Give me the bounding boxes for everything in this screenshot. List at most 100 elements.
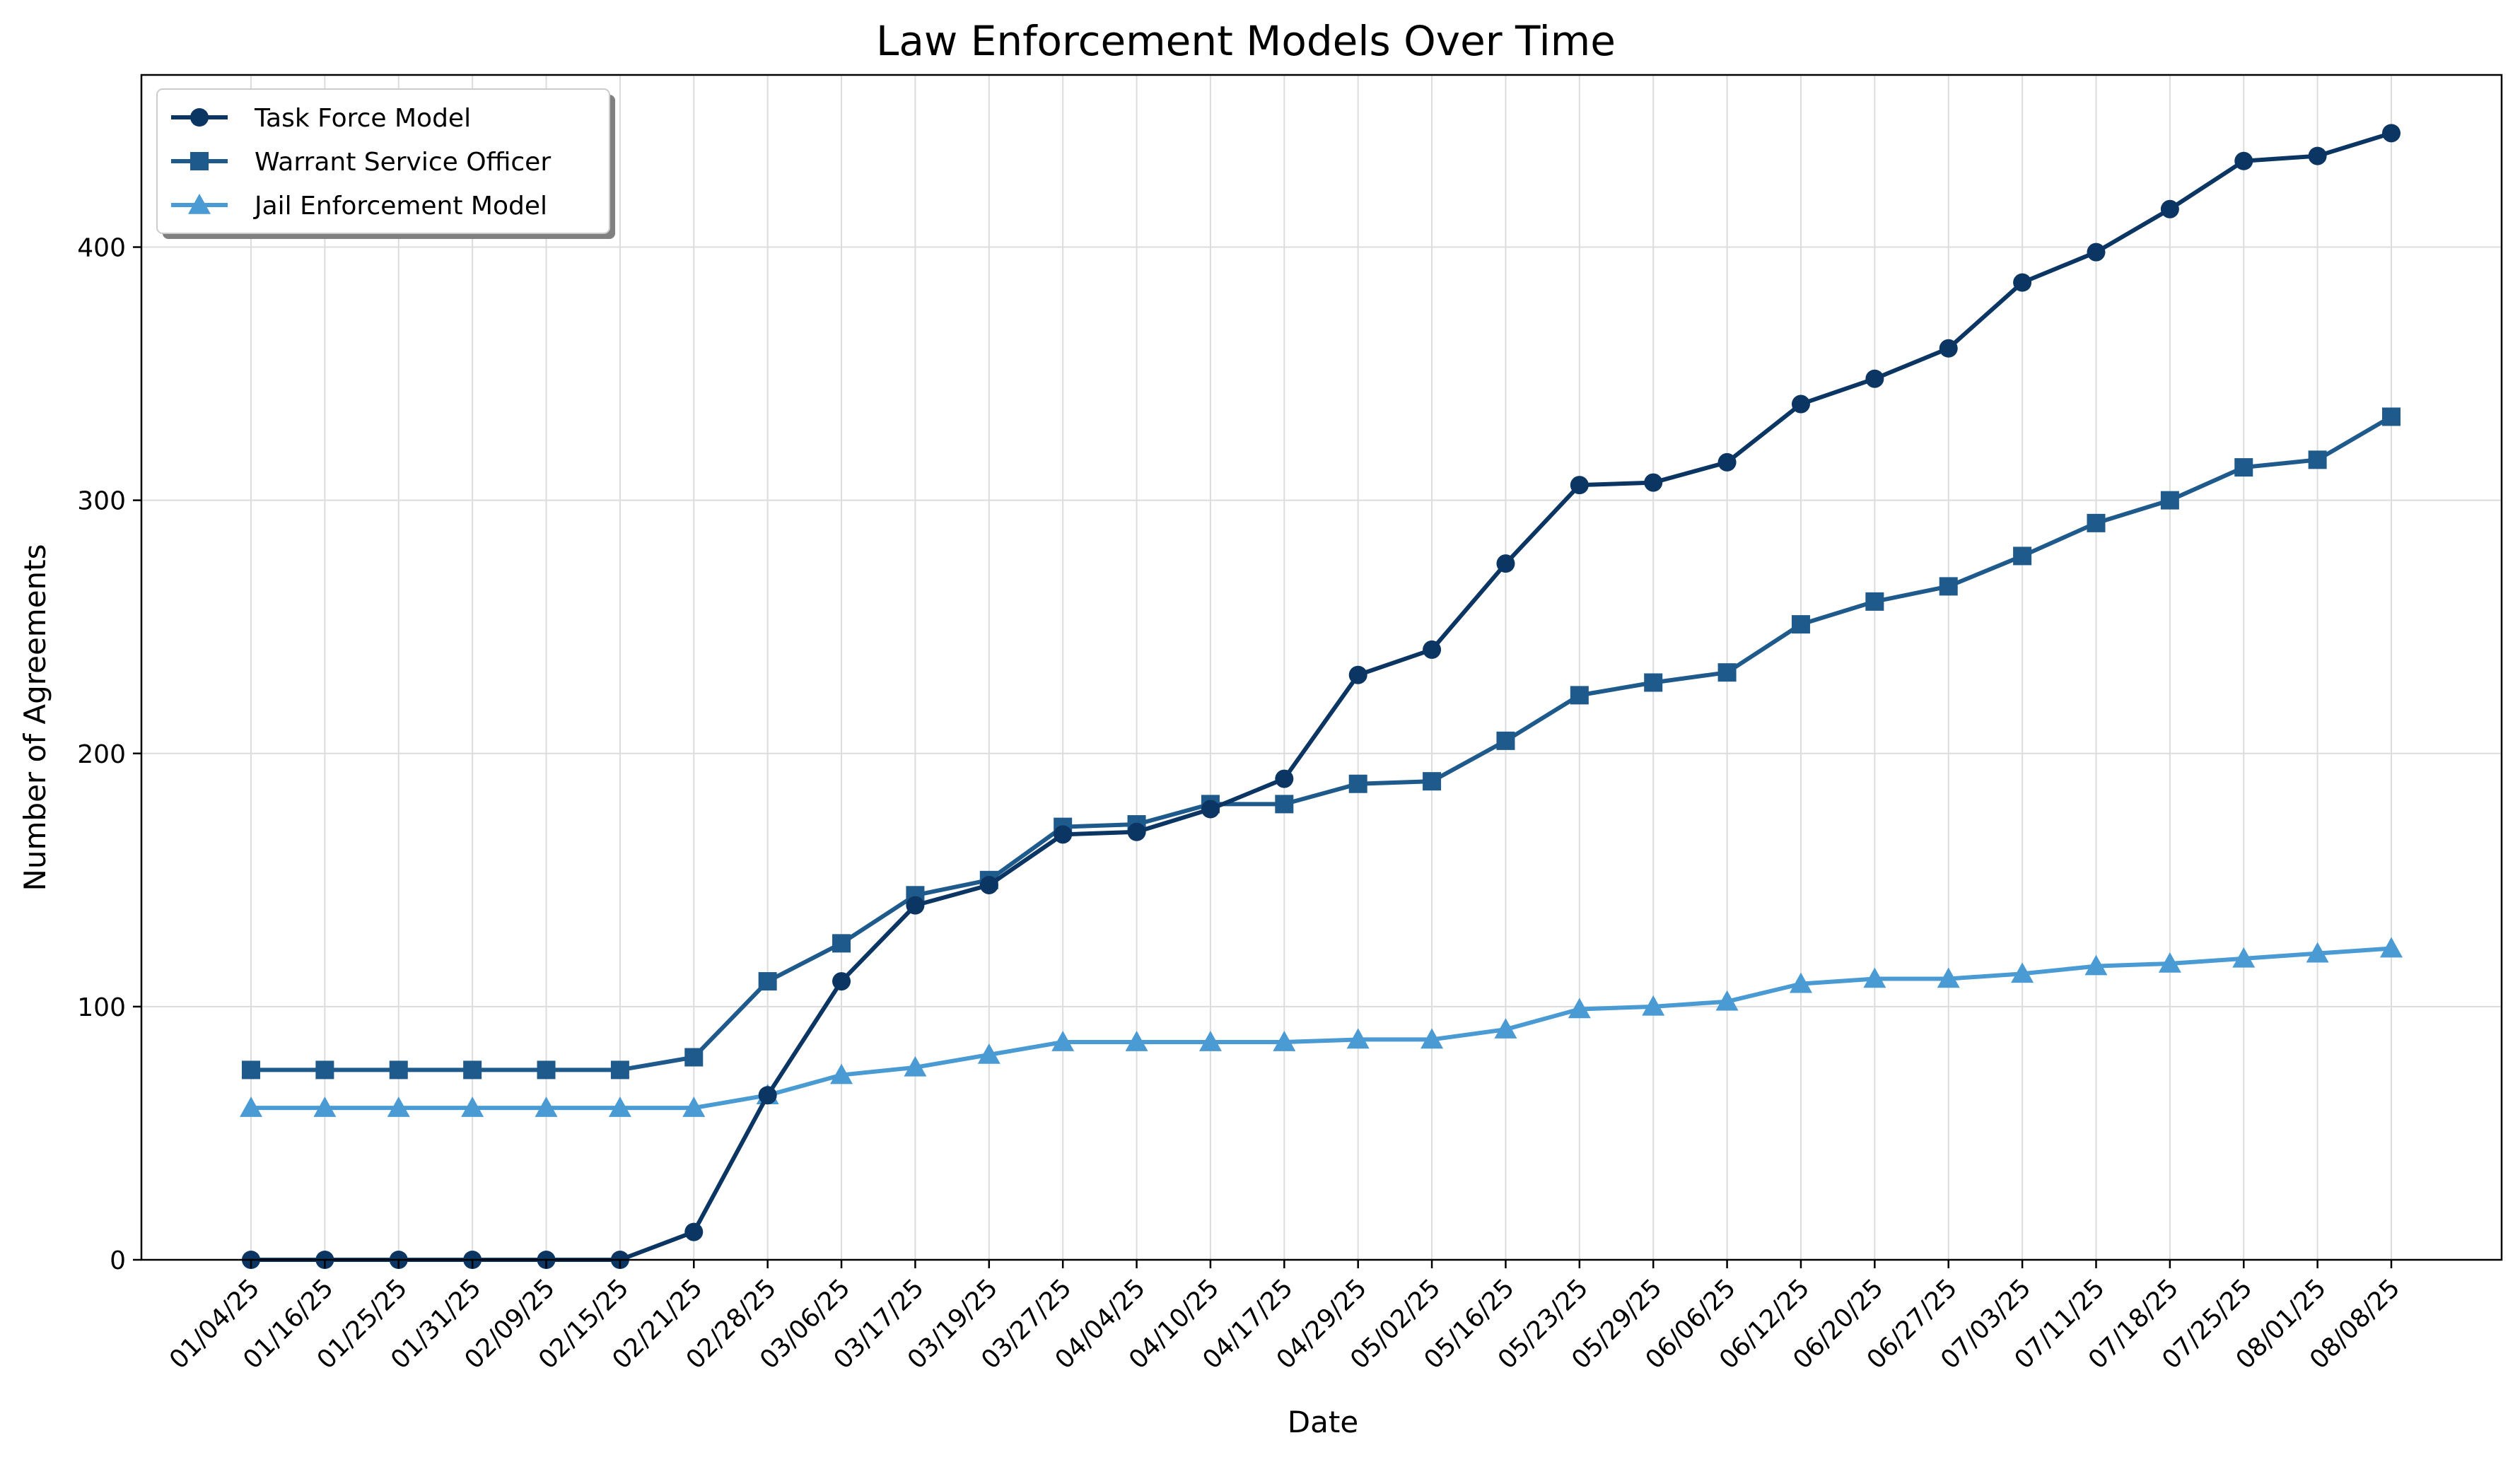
data-point xyxy=(2382,407,2401,426)
data-point xyxy=(684,1048,704,1067)
data-point xyxy=(1273,1031,1296,1051)
data-point xyxy=(1717,452,1737,472)
data-point xyxy=(1939,339,1958,358)
data-point xyxy=(1201,800,1220,819)
data-point xyxy=(832,972,851,991)
series-warrant-service-officer xyxy=(242,407,2401,1080)
series-task-force-model xyxy=(242,124,2401,1269)
y-axis-ticks: 0 100 200 300 400 xyxy=(77,234,141,1275)
data-point xyxy=(830,1063,853,1084)
data-point xyxy=(1937,967,1960,988)
data-point xyxy=(1570,686,1589,705)
data-point xyxy=(1346,1028,1370,1049)
data-point xyxy=(1348,665,1367,684)
data-point xyxy=(313,1096,337,1117)
data-point xyxy=(2232,947,2256,968)
data-point xyxy=(1051,1031,1075,1051)
data-point xyxy=(1198,1031,1222,1051)
data-point xyxy=(1642,995,1665,1016)
y-tick-label: 300 xyxy=(77,487,126,516)
data-point xyxy=(2380,937,2403,958)
legend-marker xyxy=(188,194,211,214)
data-point xyxy=(977,1043,1001,1064)
data-point xyxy=(242,1060,260,1080)
data-point xyxy=(684,1222,704,1241)
data-point xyxy=(1939,577,1958,596)
legend-item: Task Force Model xyxy=(171,104,471,133)
data-point xyxy=(2308,450,2327,469)
series-line xyxy=(251,131,2392,1262)
data-point xyxy=(1494,1018,1517,1039)
data-point xyxy=(2084,954,2108,976)
data-point xyxy=(1791,615,1810,634)
series-line xyxy=(251,414,2393,1072)
data-point xyxy=(2234,151,2253,170)
axes xyxy=(140,74,2503,1261)
data-point xyxy=(1275,769,1294,788)
legend-label: Warrant Service Officer xyxy=(255,148,551,177)
data-point xyxy=(1348,774,1367,793)
data-point xyxy=(535,1096,558,1117)
data-point xyxy=(2308,146,2327,165)
data-point xyxy=(1054,825,1073,844)
data-point xyxy=(979,875,998,894)
legend-label: Task Force Model xyxy=(254,104,471,133)
data-point xyxy=(240,1096,262,1117)
data-point xyxy=(389,1060,408,1080)
data-point xyxy=(2013,546,2032,566)
data-point xyxy=(2087,513,2106,532)
legend-box xyxy=(156,88,610,234)
chart-title: Law Enforcement Models Over Time xyxy=(876,17,1616,65)
legend-item: Jail Enforcement Model xyxy=(171,192,547,221)
x-axis-ticks: 01/04/2501/16/2501/25/2501/31/2502/09/25… xyxy=(164,1260,2405,1375)
data-point xyxy=(2160,199,2179,218)
data-point xyxy=(2382,124,2401,143)
data-point xyxy=(463,1060,482,1080)
legend-label: Jail Enforcement Model xyxy=(253,192,547,221)
legend-item: Warrant Service Officer xyxy=(171,148,551,177)
data-point xyxy=(1789,972,1812,993)
x-axis-label: Date xyxy=(1288,1405,1358,1439)
data-point xyxy=(2011,962,2034,983)
data-point xyxy=(1423,772,1442,791)
data-point xyxy=(2160,491,2179,510)
y-tick-label: 200 xyxy=(77,740,126,769)
series-jail-enforcement-model xyxy=(240,937,2403,1117)
legend: Task Force Model Warrant Service Officer J… xyxy=(156,88,615,239)
data-point xyxy=(537,1060,556,1080)
data-point xyxy=(1568,998,1591,1019)
y-tick-label: 0 xyxy=(110,1246,126,1275)
data-point xyxy=(1791,394,1810,414)
data-point xyxy=(1644,473,1663,492)
data-point xyxy=(832,934,851,953)
data-point xyxy=(608,1096,631,1117)
data-point xyxy=(1423,640,1442,659)
data-point xyxy=(758,972,777,991)
data-point xyxy=(1275,795,1294,814)
data-point xyxy=(904,1055,927,1077)
data-point xyxy=(1421,1028,1444,1049)
legend-marker xyxy=(190,108,209,127)
data-point xyxy=(1570,476,1589,495)
y-tick-label: 400 xyxy=(77,234,126,263)
data-point xyxy=(1865,592,1884,611)
data-point xyxy=(682,1096,706,1117)
y-axis-label: Number of Agreements xyxy=(18,544,52,891)
grid xyxy=(141,75,2502,1261)
data-point xyxy=(758,1086,777,1105)
legend-marker xyxy=(190,152,209,170)
data-point xyxy=(315,1060,334,1080)
data-point xyxy=(2013,273,2032,292)
data-point xyxy=(906,896,925,915)
data-point xyxy=(1127,822,1146,841)
series-layer xyxy=(240,124,2403,1269)
data-point xyxy=(1644,673,1663,692)
y-tick-label: 100 xyxy=(77,993,126,1022)
data-point xyxy=(1865,369,1884,388)
data-point xyxy=(1715,990,1739,1011)
data-point xyxy=(1496,731,1515,750)
data-point xyxy=(2234,458,2253,477)
plot-frame xyxy=(140,74,2503,1261)
data-point xyxy=(2087,242,2106,262)
